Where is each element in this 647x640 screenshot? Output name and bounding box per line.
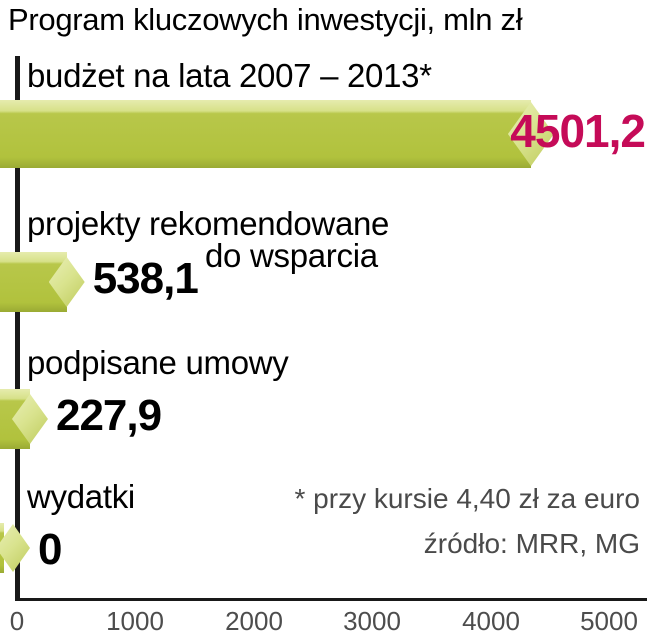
- bar-row-projekty: 538,1: [0, 252, 647, 312]
- source-credit: źródło: MRR, MG: [423, 528, 640, 559]
- x-tick-5000: 5000: [580, 606, 638, 636]
- x-tick-2000: 2000: [225, 606, 283, 636]
- category-label-projekty-line2: do wsparcia: [205, 237, 378, 274]
- category-label-umowy: podpisane umowy: [27, 344, 289, 381]
- x-tick-0: 0: [9, 606, 25, 636]
- bar-row-umowy: 227,9: [0, 389, 647, 449]
- x-tick-3000: 3000: [343, 606, 401, 636]
- category-label-wydatki: wydatki: [27, 478, 135, 515]
- x-tick-1000: 1000: [106, 606, 164, 636]
- category-label-projekty-line1: projekty rekomendowane: [27, 205, 390, 242]
- x-axis-line: [15, 598, 647, 601]
- value-label-budzet: 4501,2: [510, 105, 646, 157]
- bar-budzet: [0, 100, 531, 168]
- bar-tip-wydatki: [0, 524, 30, 572]
- bar-row-budzet: 4501,2: [0, 100, 647, 168]
- value-label-umowy: 227,9: [55, 391, 162, 440]
- category-label-budzet: budżet na lata 2007 – 2013*: [27, 57, 432, 94]
- chart-title: Program kluczowych inwestycji, mln zł: [8, 2, 523, 37]
- y-axis-line: [15, 56, 20, 599]
- value-label-projekty: 538,1: [92, 254, 199, 303]
- bar-row-wydatki: 0: [0, 523, 647, 574]
- x-tick-4000: 4000: [462, 606, 520, 636]
- footnote: * przy kursie 4,40 zł za euro: [294, 483, 641, 514]
- x-axis-labels: 0 1000 2000 3000 4000 5000: [0, 606, 647, 636]
- value-label-wydatki: 0: [38, 525, 63, 574]
